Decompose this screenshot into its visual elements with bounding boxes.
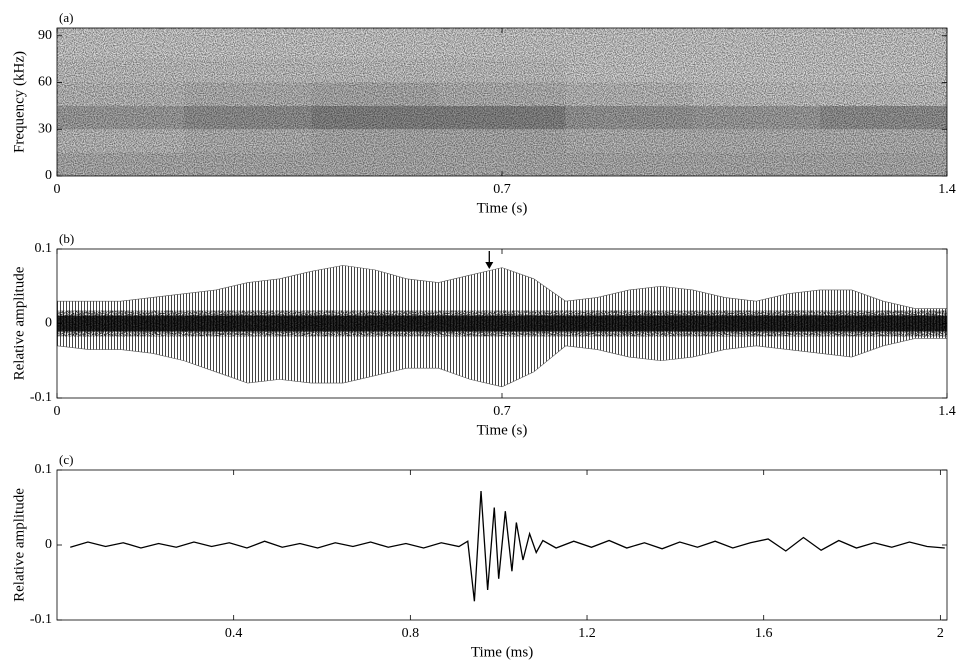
spectrogram-cell bbox=[565, 105, 693, 130]
spectrogram-cell bbox=[57, 82, 185, 106]
x-axis-title: Time (ms) bbox=[471, 644, 533, 660]
y-tick-label: 0.1 bbox=[35, 241, 53, 256]
spectrogram-cell bbox=[311, 105, 439, 130]
spectrogram-cell bbox=[438, 59, 566, 83]
spectrogram-cell bbox=[438, 152, 566, 176]
spectrogram-cell bbox=[819, 152, 947, 176]
spectrogram-cell bbox=[184, 152, 312, 176]
y-tick-label: 0 bbox=[45, 316, 52, 331]
spectrogram-cell bbox=[438, 129, 566, 153]
y-tick-label: 0.1 bbox=[35, 462, 53, 477]
x-tick-label: 1.6 bbox=[755, 626, 773, 641]
envelope-area bbox=[57, 265, 947, 324]
y-tick-label: 60 bbox=[38, 75, 52, 90]
spectrogram-cell bbox=[311, 28, 439, 60]
spectrogram-cell bbox=[565, 129, 693, 153]
x-tick-label: 0.8 bbox=[402, 626, 420, 641]
spectrogram-cell bbox=[184, 129, 312, 153]
spectrogram-cell bbox=[184, 82, 312, 106]
spectrogram-cell bbox=[565, 59, 693, 83]
y-tick-label: 30 bbox=[38, 121, 52, 136]
x-tick-label: 0.4 bbox=[225, 626, 243, 641]
panel-label: (a) bbox=[59, 10, 73, 25]
spectrogram-cell bbox=[692, 152, 820, 176]
envelope-area bbox=[57, 323, 947, 387]
y-tick-label: 0 bbox=[45, 168, 52, 183]
x-tick-label: 1.4 bbox=[938, 182, 956, 197]
noise-core bbox=[57, 315, 947, 332]
spectrogram-cell bbox=[819, 59, 947, 83]
spectrogram-cell bbox=[57, 59, 185, 83]
x-tick-label: 1.4 bbox=[938, 404, 956, 419]
waveform bbox=[70, 490, 945, 602]
spectrogram-cell bbox=[184, 105, 312, 130]
x-tick-label: 1.2 bbox=[578, 626, 596, 641]
x-axis-title: Time (s) bbox=[477, 422, 528, 438]
x-tick-label: 0 bbox=[54, 404, 61, 419]
spectrogram-cell bbox=[184, 28, 312, 60]
y-axis-title: Relative amplitude bbox=[11, 266, 27, 380]
spectrogram-cell bbox=[311, 59, 439, 83]
panel-label: (c) bbox=[59, 452, 73, 467]
y-axis-title: Relative amplitude bbox=[11, 488, 27, 602]
spectrogram-cell bbox=[184, 59, 312, 83]
spectrogram-cell bbox=[311, 152, 439, 176]
x-axis-title: Time (s) bbox=[477, 200, 528, 216]
spectrogram-cell bbox=[692, 129, 820, 153]
panel-label: (b) bbox=[59, 231, 74, 246]
envelope-line bbox=[57, 338, 947, 388]
spectrogram-cell bbox=[819, 82, 947, 106]
x-tick-label: 0.7 bbox=[493, 404, 511, 419]
spectrogram-cell bbox=[692, 105, 820, 130]
spectrogram-cell bbox=[819, 28, 947, 60]
spectrogram-cell bbox=[692, 59, 820, 83]
spectrogram-cell bbox=[565, 82, 693, 106]
spectrogram-cell bbox=[438, 105, 566, 130]
y-tick-label: -0.1 bbox=[30, 612, 52, 627]
spectrogram-cell bbox=[311, 82, 439, 106]
spectrogram-cell bbox=[692, 28, 820, 60]
spectrogram-cell bbox=[819, 105, 947, 130]
x-tick-label: 0.7 bbox=[493, 182, 511, 197]
y-tick-label: 90 bbox=[38, 28, 52, 43]
plot-area bbox=[57, 28, 947, 176]
plot-area bbox=[70, 490, 945, 602]
x-tick-label: 0 bbox=[54, 182, 61, 197]
envelope-line bbox=[57, 265, 947, 309]
noise-texture bbox=[57, 28, 947, 176]
spectrogram-cell bbox=[57, 105, 185, 130]
y-tick-label: 0 bbox=[45, 537, 52, 552]
spectrogram-cell bbox=[57, 28, 185, 60]
plot-area bbox=[57, 265, 947, 388]
spectrogram-cell bbox=[692, 82, 820, 106]
y-tick-label: -0.1 bbox=[30, 390, 52, 405]
spectrogram-cell bbox=[311, 129, 439, 153]
spectrogram-cell bbox=[565, 152, 693, 176]
spectrogram-cell bbox=[819, 129, 947, 153]
y-axis-title: Frequency (kHz) bbox=[11, 51, 27, 153]
spectrogram-cell bbox=[57, 129, 185, 153]
spectrogram-cell bbox=[438, 28, 566, 60]
spectrogram-cell bbox=[438, 82, 566, 106]
spectrogram-cell bbox=[565, 28, 693, 60]
spectrogram-cell bbox=[57, 152, 185, 176]
arrow-head bbox=[485, 262, 494, 269]
x-tick-label: 2 bbox=[937, 626, 944, 641]
